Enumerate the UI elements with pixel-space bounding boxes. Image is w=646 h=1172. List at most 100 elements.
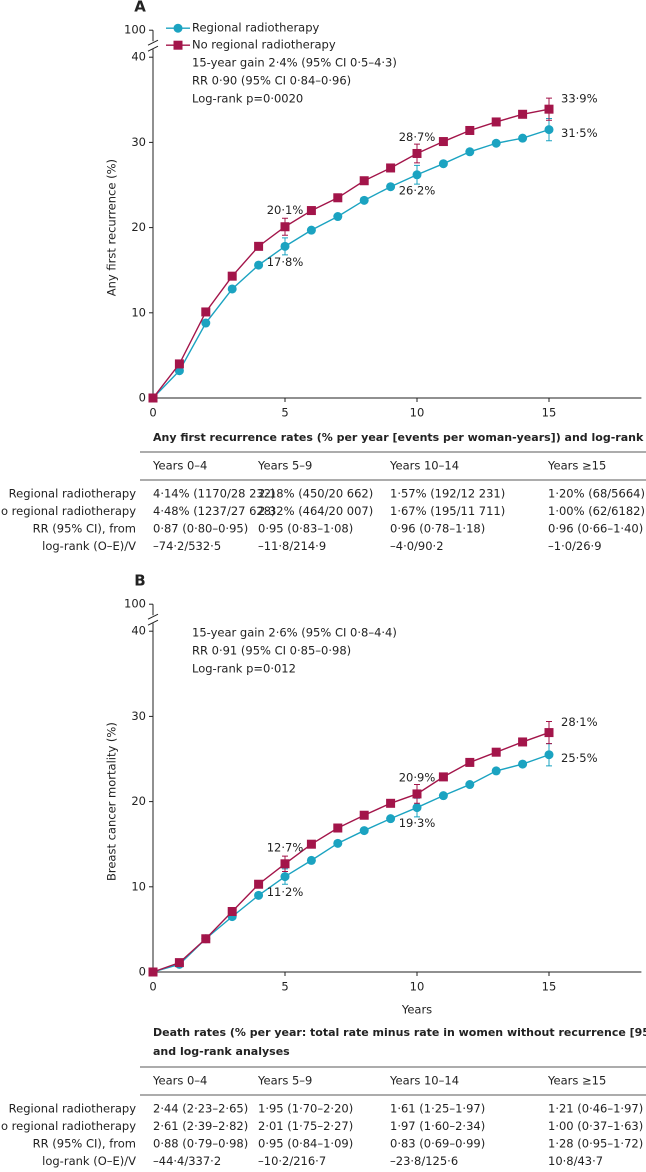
point: [306, 855, 316, 865]
value-label: 12·7%: [267, 840, 304, 854]
point: [359, 195, 369, 205]
point: [412, 170, 422, 180]
point: [491, 138, 501, 148]
row-label: log-rank (O–E)/V: [42, 1154, 136, 1168]
y-axis-label: Any first recurrence (%): [105, 159, 119, 296]
column-header: Years 0–4: [152, 1074, 207, 1088]
table-cell: 4·48% (1237/27 628): [153, 504, 276, 518]
point: [306, 839, 316, 849]
point: [280, 241, 290, 251]
legend-label: Regional radiotherapy: [192, 21, 320, 35]
point: [518, 133, 528, 143]
table-cell: 1·21 (0·46–1·97): [548, 1102, 643, 1116]
point: [306, 206, 316, 216]
table-cell: 4·14% (1170/28 232): [153, 487, 276, 501]
annotation: 15-year gain 2·4% (95% CI 0·5–4·3): [192, 56, 397, 70]
point: [306, 225, 316, 235]
legend-label: No regional radiotherapy: [192, 38, 336, 52]
point: [333, 193, 343, 203]
table-cell: 0·88 (0·79–0·98): [153, 1137, 248, 1151]
x-tick-label: 0: [149, 406, 156, 420]
point: [201, 934, 211, 944]
y-tick-label: 10: [131, 305, 146, 319]
y-tick-label: 0: [139, 965, 146, 979]
point: [438, 137, 448, 147]
table-cell: –10·2/216·7: [258, 1154, 326, 1168]
y-tick-label: 30: [131, 135, 146, 149]
x-tick-label: 15: [542, 406, 557, 420]
column-header: Years 10–14: [389, 459, 459, 473]
table-cell: 0·83 (0·69–0·99): [390, 1137, 485, 1151]
row-label: No regional radiotherapy: [0, 1119, 136, 1133]
table-cell: 1·95 (1·70–2·20): [258, 1102, 353, 1116]
point: [227, 284, 237, 294]
row-label: RR (95% CI), from: [33, 1137, 136, 1151]
table-title: Death rates (% per year: total rate minu…: [153, 1026, 646, 1039]
point: [386, 182, 396, 192]
point: [227, 907, 237, 917]
point: [254, 879, 264, 889]
column-header: Years ≥15: [547, 1074, 606, 1088]
point: [465, 147, 475, 157]
value-label: 28·7%: [399, 130, 436, 144]
point: [465, 757, 475, 767]
point: [254, 241, 264, 251]
series-line: [152, 754, 550, 973]
table-cell: 1·28 (0·95–1·72): [548, 1137, 643, 1151]
value-label: 11·2%: [267, 885, 304, 899]
value-label: 28·1%: [561, 715, 598, 729]
table-cell: –23·8/125·6: [390, 1154, 458, 1168]
value-label: 20·1%: [267, 203, 304, 217]
table-cell: 0·96 (0·78–1·18): [390, 522, 485, 536]
point: [518, 109, 528, 119]
point: [438, 772, 448, 782]
value-label: 25·5%: [561, 751, 598, 765]
point: [544, 750, 554, 760]
point: [412, 148, 422, 158]
value-label: 19·3%: [399, 816, 436, 830]
table-cell: 0·87 (0·80–0·95): [153, 522, 248, 536]
table-cell: –74·2/532·5: [153, 539, 221, 553]
row-label: RR (95% CI), from: [33, 522, 136, 536]
point: [491, 747, 501, 757]
point: [412, 803, 422, 813]
x-tick-label: 10: [410, 406, 425, 420]
column-header: Years 5–9: [257, 1074, 312, 1088]
y-tick-label: 30: [131, 709, 146, 723]
point: [333, 823, 343, 833]
annotation: RR 0·90 (95% CI 0·84–0·96): [192, 74, 351, 88]
annotation: Log-rank p=0·012: [192, 662, 296, 676]
table-cell: –1·0/26·9: [548, 539, 602, 553]
point: [280, 872, 290, 882]
point: [148, 393, 158, 403]
point: [544, 728, 554, 738]
axis-break: [147, 619, 159, 626]
table-cell: 1·00 (0·37–1·63): [548, 1119, 643, 1133]
table-cell: 1·57% (192/12 231): [390, 487, 505, 501]
point: [386, 163, 396, 173]
table-cell: 10·8/43·7: [548, 1154, 603, 1168]
point: [359, 826, 369, 836]
column-header: Years 10–14: [389, 1074, 459, 1088]
value-label: 17·8%: [267, 255, 304, 269]
table-cell: 2·01 (1·75–2·27): [258, 1119, 353, 1133]
table-cell: –44·4/337·2: [153, 1154, 221, 1168]
point: [544, 104, 554, 114]
point: [465, 125, 475, 135]
series-line: [152, 731, 550, 973]
row-label: Regional radiotherapy: [9, 1102, 137, 1116]
point: [227, 271, 237, 281]
table-title: Any first recurrence rates (% per year […: [153, 431, 646, 444]
point: [491, 117, 501, 127]
row-label: No regional radiotherapy: [0, 504, 136, 518]
point: [386, 814, 396, 824]
point: [386, 798, 396, 808]
y-axis-label: Breast cancer mortality (%): [105, 722, 119, 881]
table-cell: 0·95 (0·84–1·09): [258, 1137, 353, 1151]
point: [544, 125, 554, 135]
point: [174, 359, 184, 369]
y-tick-label: 20: [131, 220, 146, 234]
point: [254, 260, 264, 270]
table-cell: 0·96 (0·66–1·40): [548, 522, 643, 536]
y-tick-label: 100: [124, 23, 146, 37]
